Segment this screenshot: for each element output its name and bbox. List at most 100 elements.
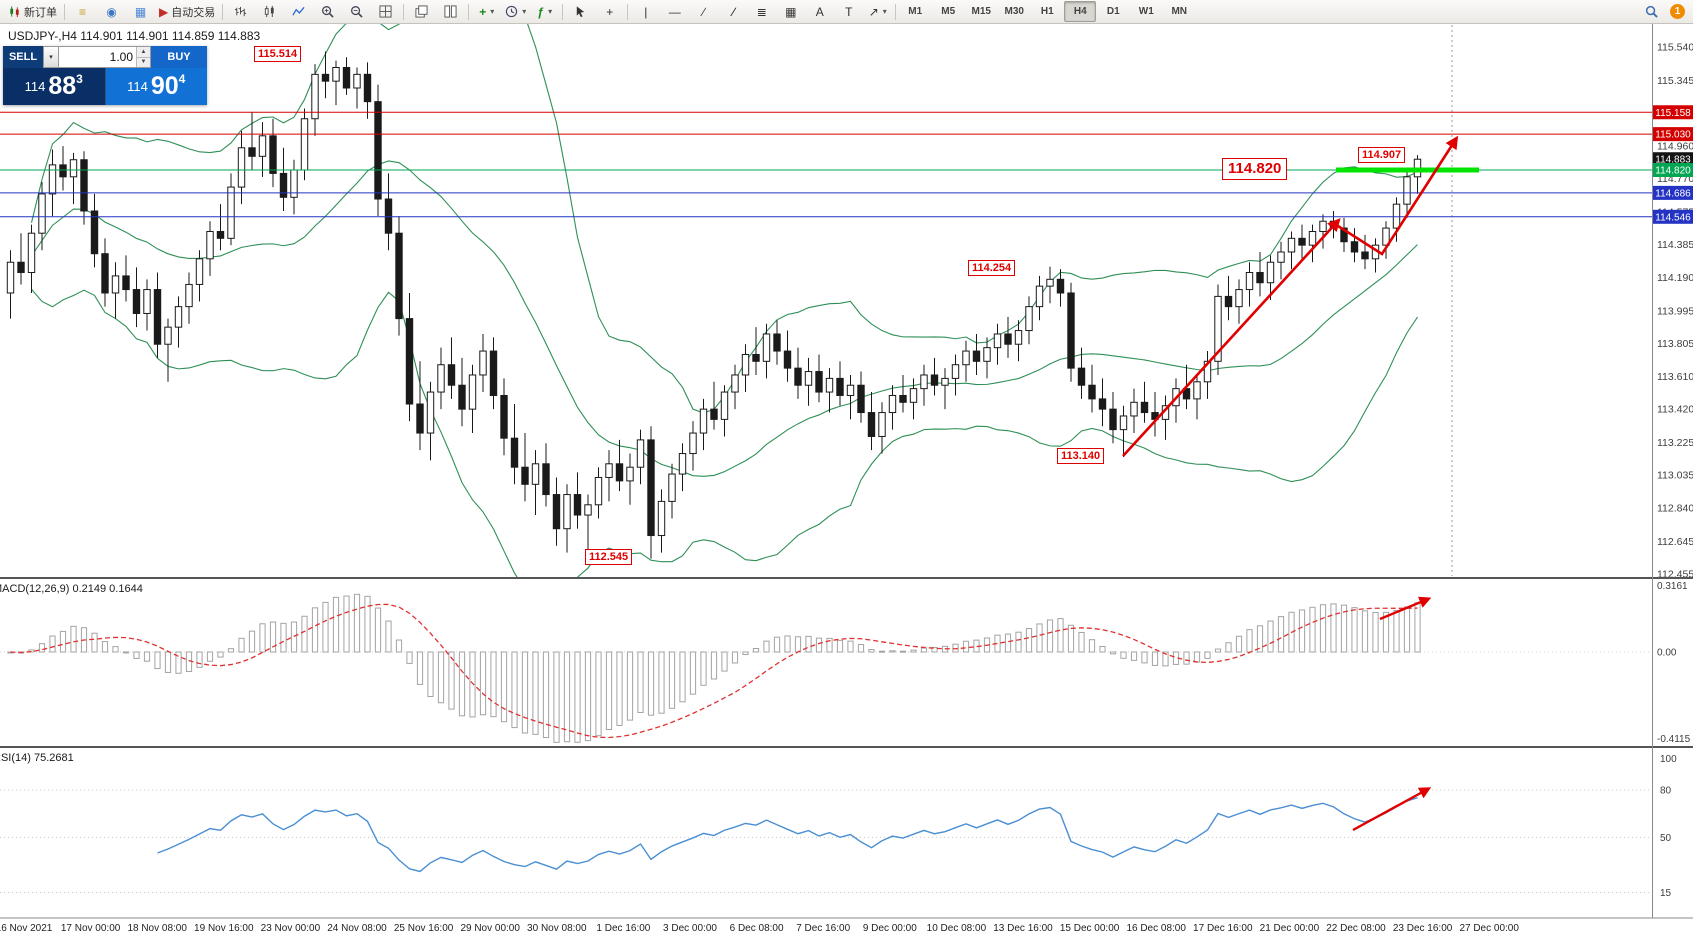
- time-axis-label: 7 Dec 16:00: [796, 923, 851, 934]
- time-axis-label: 21 Dec 00:00: [1259, 923, 1320, 934]
- rsi-panel-layer[interactable]: [0, 787, 1652, 893]
- svg-text:15: 15: [1660, 888, 1672, 899]
- svg-text:-0.4115: -0.4115: [1657, 734, 1691, 745]
- arrows-button[interactable]: ↗ ▾: [863, 1, 892, 22]
- search-icon: [1645, 5, 1658, 18]
- text-icon: A: [815, 4, 824, 19]
- price-annotation[interactable]: 114.254: [968, 260, 1016, 276]
- price-annotation[interactable]: 115.514: [254, 46, 302, 62]
- price-annotation[interactable]: 114.907: [1358, 147, 1406, 163]
- timeframe-h1-button[interactable]: H1: [1040, 6, 1054, 17]
- arrows-icon: ↗: [868, 4, 879, 19]
- timeframe-h4-button[interactable]: H4: [1064, 1, 1097, 22]
- bollinger-lower-band: [31, 288, 1418, 578]
- crosshair-button[interactable]: +: [595, 1, 624, 22]
- time-axis-label: 9 Dec 00:00: [862, 923, 917, 934]
- price-axis[interactable]: 115.540115.345114.960114.770114.575114.3…: [1653, 42, 1693, 899]
- timeframe-m30-button[interactable]: M30: [1004, 6, 1024, 17]
- caret-down-icon: ▾: [548, 7, 553, 16]
- cascade-windows-button[interactable]: [407, 1, 436, 22]
- navigator-icon: ◉: [106, 4, 117, 19]
- price-badge: [1653, 185, 1693, 200]
- trend-arrow[interactable]: [1379, 596, 1432, 621]
- vertical-line-button[interactable]: |: [631, 1, 660, 22]
- notification-badge[interactable]: 1: [1670, 4, 1685, 19]
- toolbar-separator: [64, 3, 65, 20]
- time-axis-label: 19 Nov 16:00: [194, 923, 254, 934]
- fibonacci-button[interactable]: ≣: [747, 1, 776, 22]
- toolbar-separator: [895, 3, 897, 20]
- time-axis-label: 1 Dec 16:00: [596, 923, 651, 934]
- indicators-button[interactable]: ƒ ▾: [530, 1, 559, 22]
- zoom-in-button[interactable]: [313, 1, 342, 22]
- sell-button[interactable]: SELL: [3, 46, 43, 68]
- timeframe-mn-button[interactable]: MN: [1171, 6, 1188, 17]
- caret-down-icon: ▾: [490, 7, 495, 16]
- svg-text:114.546: 114.546: [1655, 212, 1691, 223]
- tile-windows-icon: [379, 5, 392, 18]
- volume-input[interactable]: 1.00 ▲ ▼: [59, 46, 151, 68]
- new-order-button[interactable]: 新订单: [4, 1, 61, 22]
- trendline-button[interactable]: ∕: [689, 1, 718, 22]
- trend-arrow[interactable]: [1337, 135, 1459, 256]
- line-chart-button[interactable]: [284, 1, 313, 22]
- trend-arrow[interactable]: [1122, 218, 1341, 457]
- macd-indicator-label: MACD(12,26,9) 0.2149 0.1644: [0, 583, 143, 595]
- market-watch-button[interactable]: ≡: [68, 1, 97, 22]
- timeframe-d1-button[interactable]: D1: [1106, 6, 1120, 17]
- tile-vertically-button[interactable]: [436, 1, 465, 22]
- timeframe-m15-button[interactable]: M15: [971, 6, 991, 17]
- buy-button[interactable]: BUY: [151, 46, 207, 68]
- shapes-icon: ▦: [785, 4, 797, 19]
- terminal-button[interactable]: ▦: [126, 1, 155, 22]
- volume-down-button[interactable]: ▼: [137, 57, 150, 67]
- new-order-icon: [10, 6, 19, 18]
- macd-panel-layer[interactable]: [0, 593, 1652, 743]
- auto-trading-button[interactable]: ▶ 自动交易: [155, 1, 219, 22]
- svg-text:100: 100: [1660, 754, 1677, 765]
- svg-text:115.158: 115.158: [1655, 108, 1691, 119]
- candlestick-chart-button[interactable]: [255, 1, 284, 22]
- tile-windows-button[interactable]: [371, 1, 400, 22]
- text-button[interactable]: A: [805, 1, 834, 22]
- bar-chart-icon: [235, 6, 247, 17]
- svg-text:80: 80: [1660, 786, 1672, 797]
- navigator-button[interactable]: ◉: [97, 1, 126, 22]
- periods-button[interactable]: ▾: [501, 1, 530, 22]
- time-axis-label: 25 Nov 16:00: [393, 923, 454, 934]
- channel-button[interactable]: ∕∕: [718, 1, 747, 22]
- time-axis[interactable]: 16 Nov 2021 17 Nov 00:00 18 Nov 08:00 19 No…: [0, 919, 1652, 943]
- cursor-button[interactable]: [566, 1, 595, 22]
- price-annotation[interactable]: 112.545: [585, 549, 633, 565]
- horizontal-line-button[interactable]: —: [660, 1, 689, 22]
- svg-text:114.820: 114.820: [1655, 165, 1691, 176]
- bar-chart-button[interactable]: [226, 1, 255, 22]
- timeframe-m1-button[interactable]: M1: [908, 6, 923, 17]
- auto-trading-label: 自动交易: [171, 6, 216, 19]
- market-watch-icon: ≡: [78, 4, 86, 19]
- svg-text:113.805: 113.805: [1657, 338, 1693, 350]
- macd-signal-line: [10, 603, 1418, 739]
- main-toolbar: 新订单 ≡ ◉ ▦ ▶ 自动交易 + ▾ ▾ ƒ ▾ + | — ∕ ∕∕ ≣ ▦ …: [0, 0, 1693, 24]
- price-badge: [1653, 162, 1693, 177]
- search-button[interactable]: [1637, 1, 1666, 22]
- timeframe-w1-button[interactable]: W1: [1138, 6, 1154, 17]
- text-label-button[interactable]: T: [834, 1, 863, 22]
- buy-price-button[interactable]: 114 90 4: [105, 68, 207, 105]
- caret-down-icon: ▾: [49, 54, 53, 61]
- sell-price-button[interactable]: 114 88 3: [3, 68, 106, 105]
- one-click-trading-panel: SELL ▾ 1.00 ▲ ▼ BUY 114 88 3 114 90 4: [3, 46, 207, 105]
- price-annotation[interactable]: 114.820: [1222, 158, 1288, 180]
- crosshair-icon: +: [606, 4, 614, 19]
- volume-up-button[interactable]: ▲: [137, 47, 150, 58]
- zoom-out-button[interactable]: [342, 1, 371, 22]
- trend-arrow[interactable]: [1352, 787, 1432, 832]
- shapes-button[interactable]: ▦: [776, 1, 805, 22]
- order-options-dropdown[interactable]: ▾: [43, 46, 59, 68]
- timeframe-m5-button[interactable]: M5: [941, 6, 956, 17]
- new-chart-button[interactable]: + ▾: [472, 1, 501, 22]
- price-chart-layer[interactable]: [0, 0, 1652, 608]
- price-annotation[interactable]: 113.140: [1057, 448, 1105, 464]
